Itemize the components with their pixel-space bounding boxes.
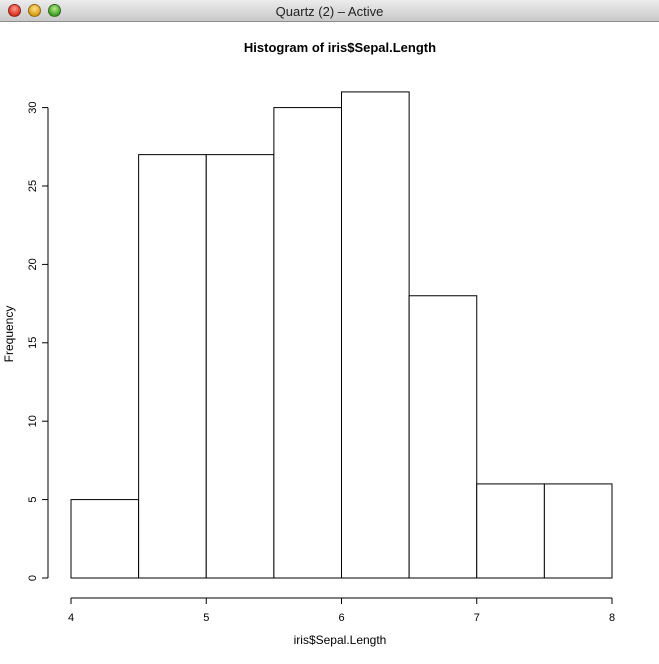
x-axis-label: iris$Sepal.Length <box>294 633 387 647</box>
x-tick-label-5: 5 <box>203 612 209 624</box>
y-axis-label: Frequency <box>2 306 16 363</box>
x-tick-label-6: 6 <box>338 612 344 624</box>
title-bar[interactable]: Quartz (2) – Active <box>0 0 659 22</box>
x-axis: 4 5 6 7 8 <box>68 597 615 624</box>
close-button[interactable] <box>8 4 21 17</box>
histogram-bar-5 <box>408 295 478 579</box>
y-tick-label-25: 25 <box>27 180 39 192</box>
y-tick-label-20: 20 <box>27 258 39 270</box>
y-axis: 0 5 10 15 20 25 30 <box>27 101 49 581</box>
x-tick-label-4: 4 <box>68 612 74 624</box>
histogram-bar-2 <box>205 154 275 579</box>
histogram-bar-7 <box>543 483 613 579</box>
x-tick-label-8: 8 <box>609 612 615 624</box>
histogram-bar-1 <box>138 154 207 579</box>
minimize-button[interactable] <box>28 4 41 17</box>
x-tick-label-7: 7 <box>474 612 480 624</box>
y-tick-label-10: 10 <box>27 415 39 427</box>
chart-title: Histogram of iris$Sepal.Length <box>244 40 436 55</box>
y-tick-label-5: 5 <box>27 497 39 503</box>
y-tick-label-30: 30 <box>27 101 39 113</box>
bars-group <box>70 91 613 579</box>
histogram-bar-0 <box>70 499 140 579</box>
y-tick-label-15: 15 <box>27 337 39 349</box>
histogram-bar-6 <box>476 483 545 579</box>
plot-area: Histogram of iris$Sepal.Length iris$Sepa… <box>0 22 659 659</box>
histogram-bar-3 <box>273 107 342 579</box>
zoom-button[interactable] <box>48 4 61 17</box>
histogram-chart: Histogram of iris$Sepal.Length iris$Sepa… <box>2 40 615 647</box>
histogram-bar-4 <box>341 91 410 579</box>
y-tick-label-0: 0 <box>27 575 39 581</box>
window-title: Quartz (2) – Active <box>275 4 384 19</box>
